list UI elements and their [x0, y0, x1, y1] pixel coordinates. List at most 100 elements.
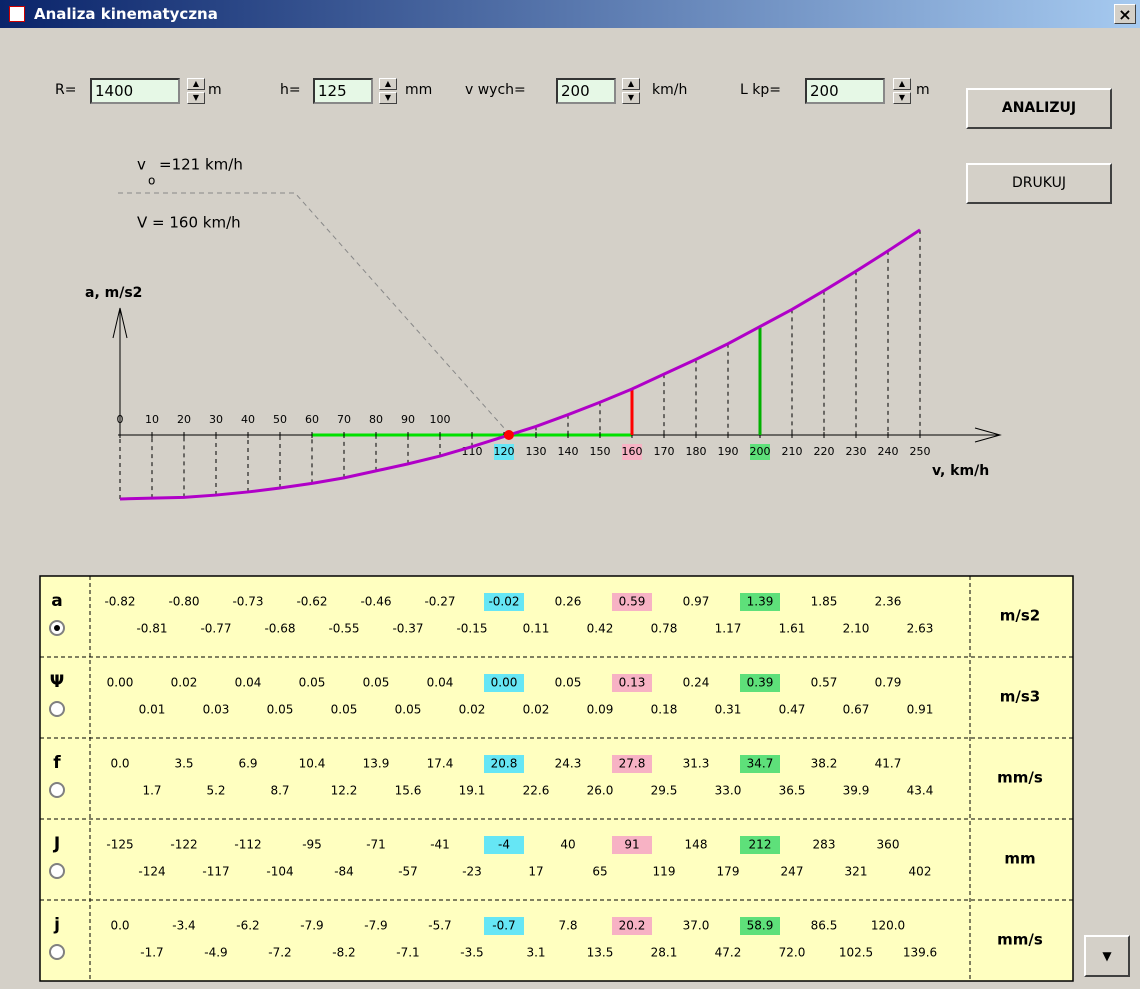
x-tick-label: 220 [814, 445, 835, 458]
cell-value: -0.73 [232, 595, 263, 609]
spin-down[interactable]: ▼ [893, 92, 911, 104]
app-icon [9, 6, 25, 22]
cell-value: 37.0 [683, 919, 710, 933]
cell-value: 20.2 [619, 919, 646, 933]
cell-value: -23 [462, 865, 482, 879]
zero-crossing [503, 430, 514, 440]
control-label: v wych= [465, 82, 526, 98]
radio-button[interactable] [49, 863, 65, 879]
cell-highlight [612, 917, 652, 935]
cell-value: -57 [398, 865, 418, 879]
spin-down[interactable]: ▼ [622, 92, 640, 104]
vo-subscript: o [148, 174, 155, 188]
spin-up[interactable]: ▲ [379, 78, 397, 90]
x-tick-label: 170 [654, 445, 675, 458]
x-tick-label: 20 [177, 413, 191, 426]
close-button[interactable]: × [1114, 4, 1136, 24]
cell-value: -104 [266, 865, 293, 879]
cell-highlight [612, 593, 652, 611]
cell-value: 0.03 [203, 703, 230, 717]
scroll-down-button[interactable]: ▼ [1084, 935, 1130, 977]
cell-value: 321 [845, 865, 868, 879]
cell-value: -0.80 [168, 595, 199, 609]
input-field[interactable]: 200 [805, 78, 885, 104]
input-field[interactable]: 125 [313, 78, 373, 104]
spin-button[interactable]: ▲ ▼ [379, 78, 397, 104]
x-tick-label: 50 [273, 413, 287, 426]
row-symbol: Ψ [50, 672, 64, 692]
radio-button[interactable] [49, 782, 65, 798]
x-tick-label: 60 [305, 413, 319, 426]
x-tick-label: 160 [622, 445, 643, 458]
control-label: h= [280, 82, 301, 98]
x-tick-label: 80 [369, 413, 383, 426]
spin-button[interactable]: ▲ ▼ [187, 78, 205, 104]
spin-up[interactable]: ▲ [622, 78, 640, 90]
cell-value: 247 [781, 865, 804, 879]
spin-button[interactable]: ▲ ▼ [622, 78, 640, 104]
cell-value: -117 [202, 865, 229, 879]
cell-value: -5.7 [428, 919, 451, 933]
input-field[interactable]: 200 [556, 78, 616, 104]
x-tick-label: 180 [686, 445, 707, 458]
input-field[interactable]: 1400 [90, 78, 180, 104]
cell-value: 39.9 [843, 784, 870, 798]
cell-value: 0.0 [110, 757, 129, 771]
cell-value: 33.0 [715, 784, 742, 798]
spin-down[interactable]: ▼ [379, 92, 397, 104]
vo-symbol: v [137, 156, 146, 174]
x-tick-label: 120 [494, 445, 515, 458]
cell-value: -125 [106, 838, 133, 852]
cell-value: 0.00 [491, 676, 518, 690]
cell-value: 0.09 [587, 703, 614, 717]
cell-value: 0.78 [651, 622, 678, 636]
control-label: R= [55, 82, 77, 98]
cell-value: 65 [592, 865, 607, 879]
radio-button[interactable] [49, 701, 65, 717]
cell-value: -7.9 [300, 919, 323, 933]
cell-value: 0.04 [235, 676, 262, 690]
cell-value: 0.57 [811, 676, 838, 690]
cell-value: 0.05 [395, 703, 422, 717]
cell-value: -124 [138, 865, 165, 879]
x-axis-arrow [974, 427, 1002, 443]
cell-value: -3.5 [460, 946, 483, 960]
spin-up[interactable]: ▲ [893, 78, 911, 90]
cell-value: 0.05 [267, 703, 294, 717]
cell-value: 0.97 [683, 595, 710, 609]
radio-button[interactable] [49, 944, 65, 960]
x-tick-label: 130 [526, 445, 547, 458]
cell-value: 0.00 [107, 676, 134, 690]
cell-value: 47.2 [715, 946, 742, 960]
x-tick-label: 240 [878, 445, 899, 458]
spin-down[interactable]: ▼ [187, 92, 205, 104]
x-tick-label: 0 [117, 413, 124, 426]
x-tick-label: 40 [241, 413, 255, 426]
cell-value: 283 [813, 838, 836, 852]
cell-value: -0.15 [456, 622, 487, 636]
cell-value: -84 [334, 865, 354, 879]
cell-highlight [484, 755, 524, 773]
cell-highlight [484, 917, 524, 935]
cell-value: -6.2 [236, 919, 259, 933]
x-tick-label: 190 [718, 445, 739, 458]
row-symbol: J [53, 834, 60, 854]
x-tick-label: 230 [846, 445, 867, 458]
spin-up[interactable]: ▲ [187, 78, 205, 90]
cell-highlight [484, 836, 524, 854]
print-button[interactable]: DRUKUJ [966, 163, 1112, 204]
cell-value: 43.4 [907, 784, 934, 798]
spin-button[interactable]: ▲ ▼ [893, 78, 911, 104]
cell-value: 0.67 [843, 703, 870, 717]
cell-highlight [612, 836, 652, 854]
cell-highlight [740, 593, 780, 611]
V-text: V = 160 km/h [137, 214, 241, 232]
guide-line [118, 192, 506, 430]
analyze-button[interactable]: ANALIZUJ [966, 88, 1112, 129]
cell-value: 26.0 [587, 784, 614, 798]
cell-value: -0.81 [136, 622, 167, 636]
cell-value: 2.10 [843, 622, 870, 636]
cell-value: 0.02 [459, 703, 486, 717]
cell-value: 1.85 [811, 595, 838, 609]
cell-value: -0.55 [328, 622, 359, 636]
